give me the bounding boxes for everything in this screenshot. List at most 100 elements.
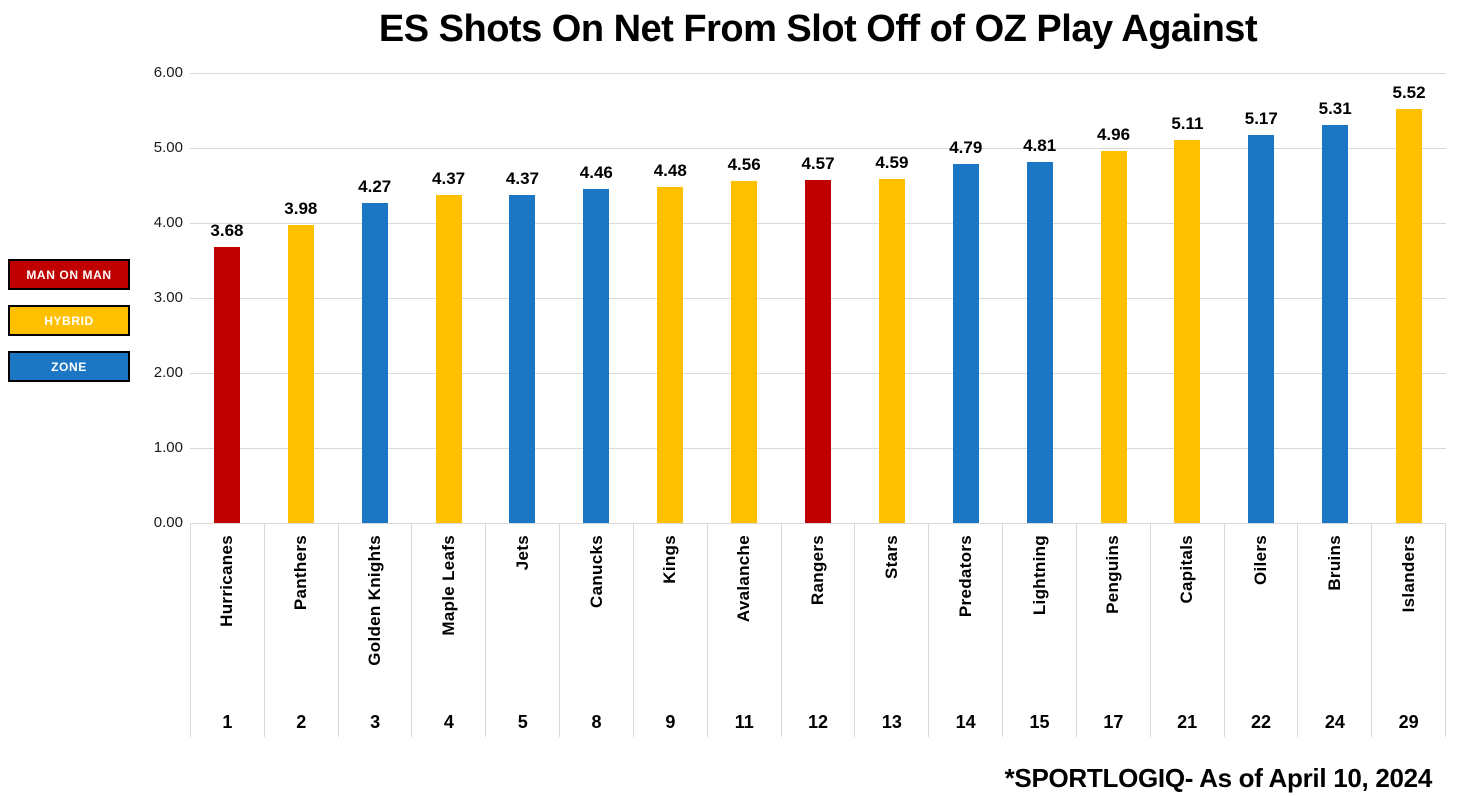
team-rank-kings: 9 [665, 712, 676, 732]
bar-value-predators: 4.79 [949, 137, 983, 157]
bar-value-golden-knights: 4.27 [358, 176, 392, 196]
category-cell-panthers: Panthers 2 [263, 523, 338, 737]
legend: MAN ON MAN HYBRID ZONE [8, 259, 130, 382]
team-rank-lightning: 15 [1029, 712, 1050, 732]
bar-capitals [1174, 139, 1201, 523]
ytick-label-5.00: 5.00 [153, 139, 183, 156]
team-name-predators: Predators [955, 535, 975, 618]
bar-value-avalanche: 4.56 [727, 155, 761, 174]
team-rank-panthers: 2 [296, 712, 307, 732]
category-cell-kings: Kings 9 [632, 523, 707, 737]
chart-title: ES Shots On Net From Slot Off of OZ Play… [378, 8, 1258, 50]
category-cell-capitals: Capitals 21 [1149, 523, 1224, 737]
bar-rangers [805, 180, 831, 523]
category-cell-rangers: Rangers 12 [780, 523, 855, 737]
team-name-panthers: Panthers [291, 535, 311, 611]
bar-value-stars: 4.59 [875, 152, 909, 172]
gridline-5.00 [190, 147, 1446, 149]
bar-panthers [287, 224, 314, 523]
ytick-label-1.00: 1.00 [153, 439, 183, 456]
category-cell-lightning: Lightning 15 [1002, 523, 1076, 737]
legend-item-zone: ZONE [8, 351, 130, 382]
category-cell-predators: Predators 14 [928, 523, 1002, 737]
bar-predators [952, 163, 979, 523]
source-note: *SPORTLOGIQ- As of April 10, 2024 [1004, 763, 1433, 793]
team-rank-maple-leafs: 4 [443, 712, 454, 732]
ytick-label-6.00: 6.00 [153, 64, 183, 81]
bar-golden-knights [361, 202, 388, 523]
bar-islanders [1396, 109, 1423, 523]
gridline-6.00 [190, 72, 1446, 74]
team-rank-predators: 14 [955, 712, 976, 732]
category-cell-penguins: Penguins 17 [1075, 523, 1150, 737]
bar-value-oilers: 5.17 [1244, 109, 1278, 129]
team-name-canucks: Canucks [586, 535, 606, 608]
team-name-oilers: Oilers [1251, 535, 1270, 585]
team-rank-hurricanes: 1 [222, 712, 233, 732]
ytick-label-0.00: 0.00 [153, 514, 183, 531]
team-rank-stars: 13 [881, 712, 902, 732]
category-cell-avalanche: Avalanche 11 [706, 523, 781, 737]
legend-label-hybrid: HYBRID [44, 313, 94, 328]
ytick-label-4.00: 4.00 [153, 214, 183, 231]
bar-lightning [1026, 162, 1053, 523]
team-name-capitals: Capitals [1177, 535, 1197, 604]
bar-value-penguins: 4.96 [1096, 125, 1131, 144]
team-name-jets: Jets [512, 535, 532, 571]
bar-value-jets: 4.37 [505, 169, 540, 189]
team-name-kings: Kings [660, 535, 680, 584]
category-cell-golden-knights: Golden Knights 3 [337, 523, 412, 737]
team-rank-rangers: 12 [808, 712, 829, 732]
category-cell-islanders: Islanders 29 [1371, 523, 1447, 737]
bar-hurricanes [213, 247, 240, 523]
team-rank-oilers: 22 [1250, 712, 1272, 732]
bar-canucks [583, 188, 610, 523]
ytick-label-3.00: 3.00 [153, 289, 183, 306]
bar-value-canucks: 4.46 [579, 162, 613, 182]
bar-avalanche [731, 181, 758, 523]
legend-item-hybrid: HYBRID [8, 305, 130, 336]
bar-value-hurricanes: 3.68 [210, 221, 244, 240]
team-name-lightning: Lightning [1029, 535, 1049, 616]
category-cell-hurricanes: Hurricanes 1 [190, 523, 264, 737]
bar-kings [657, 187, 684, 523]
category-cell-jets: Jets 5 [485, 523, 559, 737]
category-cell-canucks: Canucks 8 [559, 523, 633, 737]
bar-stars [878, 178, 905, 523]
team-rank-canucks: 8 [591, 712, 602, 732]
gridline-0.00 [190, 522, 1446, 524]
bar-bruins [1322, 124, 1349, 523]
team-rank-golden-knights: 3 [370, 712, 381, 732]
plot-area: 3.68 3.98 4.27 4.37 4.37 4.46 4.48 4.56 4.57 4.59… [190, 72, 1446, 524]
category-cell-bruins: Bruins 24 [1297, 523, 1371, 737]
team-name-rangers: Rangers [808, 535, 828, 606]
bar-penguins [1100, 151, 1127, 523]
legend-label-zone: ZONE [51, 359, 87, 374]
team-name-avalanche: Avalanche [734, 535, 754, 623]
bar-value-islanders: 5.52 [1392, 83, 1426, 102]
bar-value-lightning: 4.81 [1023, 136, 1057, 156]
legend-label-man-on-man: MAN ON MAN [26, 267, 112, 282]
ytick-label-2.00: 2.00 [153, 364, 183, 381]
bar-value-panthers: 3.98 [284, 198, 318, 218]
team-rank-islanders: 29 [1398, 712, 1419, 732]
team-name-stars: Stars [881, 535, 901, 580]
team-rank-penguins: 17 [1103, 712, 1124, 732]
bar-value-kings: 4.48 [653, 161, 687, 180]
category-cell-stars: Stars 13 [854, 523, 928, 737]
bar-maple-leafs [435, 195, 462, 523]
legend-item-man-on-man: MAN ON MAN [8, 259, 130, 290]
team-rank-avalanche: 11 [734, 712, 754, 732]
team-rank-jets: 5 [517, 712, 528, 732]
bar-value-bruins: 5.31 [1318, 98, 1352, 118]
bar-value-maple-leafs: 4.37 [432, 169, 466, 189]
team-name-hurricanes: Hurricanes [217, 535, 237, 627]
team-rank-bruins: 24 [1324, 712, 1345, 732]
team-rank-capitals: 21 [1177, 712, 1198, 732]
category-cell-oilers: Oilers 22 [1223, 523, 1298, 737]
bar-oilers [1248, 135, 1275, 523]
bar-jets [509, 195, 536, 523]
y-axis: 0.00 1.00 2.00 3.00 4.00 5.00 6.00 [0, 64, 183, 531]
x-axis-category-table: Hurricanes 1 Panthers 2 Golden Knights 3 Maple… [190, 523, 1447, 737]
